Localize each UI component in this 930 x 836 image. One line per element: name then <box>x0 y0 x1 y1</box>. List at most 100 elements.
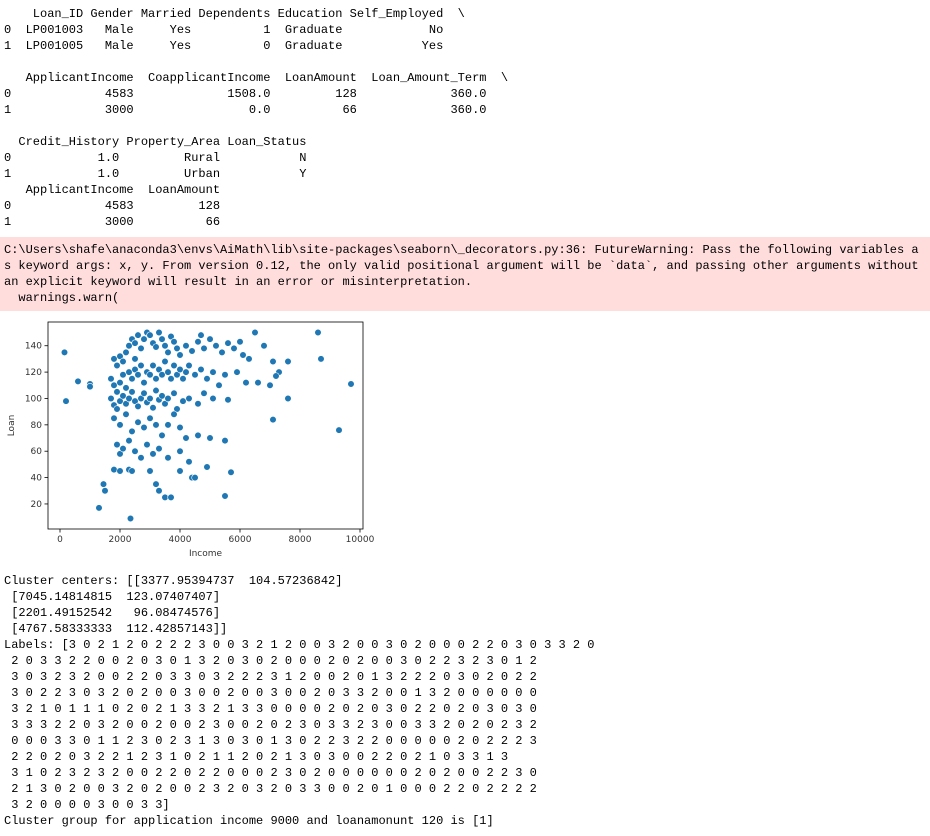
output-block: Loan_ID Gender Married Dependents Educat… <box>4 6 930 54</box>
point <box>146 394 154 403</box>
point <box>269 357 277 366</box>
plot-area <box>47 321 364 530</box>
output-line: Loan_ID Gender Married Dependents Educat… <box>4 7 465 21</box>
point <box>137 454 145 462</box>
point <box>245 355 253 363</box>
point <box>176 351 184 359</box>
output-line: 1 3000 0.0 66 360.0 <box>4 103 487 117</box>
point <box>194 400 202 408</box>
point <box>176 423 184 432</box>
point <box>161 493 169 501</box>
point <box>134 371 142 379</box>
point <box>197 365 205 374</box>
point <box>110 355 118 363</box>
point <box>131 447 139 455</box>
point <box>113 441 121 449</box>
point <box>335 426 343 434</box>
output-line: Cluster centers: [[3377.95394737 104.572… <box>4 574 343 588</box>
point <box>60 348 69 356</box>
point <box>227 468 235 476</box>
output-line: 2 2 0 2 0 3 2 2 1 2 3 1 0 2 1 1 2 0 2 1 … <box>4 750 509 764</box>
point <box>140 379 148 387</box>
point <box>149 450 157 458</box>
point <box>266 381 274 389</box>
output-line: Cluster group for application income 900… <box>4 814 494 828</box>
point <box>191 473 199 482</box>
point <box>158 371 166 379</box>
point <box>185 394 193 403</box>
point <box>260 342 268 350</box>
point <box>134 331 142 339</box>
point <box>173 344 181 352</box>
point <box>149 404 157 412</box>
point <box>221 371 229 379</box>
point <box>107 375 115 383</box>
point <box>101 487 109 495</box>
point <box>152 480 160 488</box>
point <box>113 361 121 370</box>
point <box>179 375 187 383</box>
point <box>152 421 160 429</box>
point <box>185 361 193 370</box>
point <box>128 467 136 475</box>
output-line: [2201.49152542 96.08474576] <box>4 606 221 620</box>
point <box>164 368 172 376</box>
point <box>176 467 184 475</box>
point <box>119 357 127 366</box>
point <box>167 493 175 501</box>
output-line: 0 0 0 3 3 0 1 1 2 3 0 2 3 1 3 0 3 0 1 3 … <box>4 734 537 748</box>
point <box>119 371 127 379</box>
point <box>206 335 214 343</box>
output-line: 0 4583 128 <box>4 199 221 213</box>
x-axis-label: Income <box>189 549 223 559</box>
point <box>122 348 130 356</box>
point <box>146 467 154 475</box>
point <box>347 380 355 388</box>
output-line: 3 3 3 2 2 0 3 2 0 0 2 0 0 2 3 0 0 2 0 2 … <box>4 718 537 732</box>
point <box>74 377 82 385</box>
y-tick-label: 140 <box>25 342 42 352</box>
point <box>146 331 154 339</box>
point <box>206 434 214 442</box>
point <box>146 371 154 379</box>
point <box>182 434 190 442</box>
point <box>119 444 127 453</box>
point <box>176 447 184 455</box>
warning-output: C:\Users\shafe\anaconda3\envs\AiMath\lib… <box>0 237 930 311</box>
point <box>128 388 136 396</box>
point <box>314 328 322 337</box>
point <box>155 328 163 337</box>
point <box>251 328 259 337</box>
point <box>215 381 223 389</box>
point <box>182 342 190 350</box>
point <box>110 414 118 422</box>
point <box>170 361 178 370</box>
point <box>200 389 208 397</box>
point <box>152 386 160 395</box>
output-line: Labels: [3 0 2 1 2 0 2 2 2 3 0 0 3 2 1 2… <box>4 638 595 652</box>
dataframe-output: Loan_ID Gender Married Dependents Educat… <box>0 0 930 230</box>
point <box>125 342 133 350</box>
output-line: 2 1 3 0 2 0 0 3 2 0 2 0 0 2 3 2 0 3 2 0 … <box>4 782 537 796</box>
point <box>209 394 217 403</box>
output-block: ApplicantIncome CoapplicantIncome LoanAm… <box>4 70 930 118</box>
warning-line: C:\Users\shafe\anaconda3\envs\AiMath\lib… <box>4 243 919 257</box>
point <box>233 368 241 376</box>
y-tick-label: 120 <box>25 368 42 378</box>
point <box>99 480 108 488</box>
point <box>209 368 217 376</box>
scatter-plot: 0 2000 4000 6000 8000 10000 20 40 60 80 100 120 140 I… <box>7 321 375 559</box>
y-tick-label: 60 <box>31 447 43 457</box>
point <box>137 344 145 352</box>
point <box>86 383 94 391</box>
point <box>221 437 229 445</box>
point <box>134 402 142 410</box>
point <box>200 344 208 352</box>
y-axis-label: Loan <box>7 415 17 437</box>
y-tick-label: 40 <box>31 474 43 484</box>
point <box>170 338 178 346</box>
point <box>218 348 226 356</box>
point <box>128 427 136 436</box>
point <box>125 437 133 445</box>
point <box>158 431 166 439</box>
